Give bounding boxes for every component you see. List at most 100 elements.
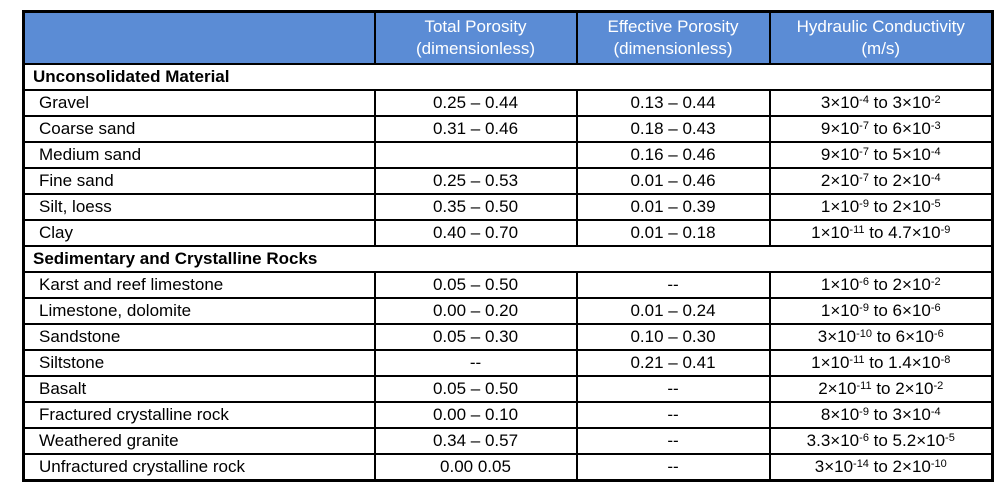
- effective-porosity-cell: --: [575, 401, 771, 429]
- total-porosity-cell: 0.05 – 0.30: [373, 323, 578, 351]
- table-row: Basalt 0.05 – 0.50 -- 2×10-11 to 2×10-2: [22, 375, 994, 403]
- section-header-row: Unconsolidated Material: [22, 63, 994, 91]
- material-cell: Fractured crystalline rock: [22, 401, 376, 429]
- hydraulic-conductivity-cell: 3×10-4 to 3×10-2: [768, 89, 994, 117]
- exponent: -4: [930, 406, 941, 419]
- hydraulic-conductivity-cell: 9×10-7 to 6×10-3: [768, 115, 994, 143]
- total-porosity-cell: [373, 141, 578, 169]
- table-row: Clay 0.40 – 0.70 0.01 – 0.18 1×10-11 to 4.7…: [22, 219, 994, 247]
- col-header-total-porosity-line2: (dimensionless): [415, 39, 536, 58]
- material-cell: Sandstone: [22, 323, 376, 351]
- material-cell: Gravel: [22, 89, 376, 117]
- total-porosity-cell: --: [373, 349, 578, 377]
- material-cell: Coarse sand: [22, 115, 376, 143]
- material-cell: Karst and reef limestone: [22, 271, 376, 299]
- exponent: -4: [930, 146, 941, 159]
- total-porosity-cell: 0.25 – 0.53: [373, 167, 578, 195]
- total-porosity-cell: 0.00 – 0.10: [373, 401, 578, 429]
- col-header-hydraulic-conductivity-line1: Hydraulic Conductivity: [796, 17, 965, 36]
- effective-porosity-cell: 0.01 – 0.24: [575, 297, 771, 325]
- table-row: Silt, loess 0.35 – 0.50 0.01 – 0.39 1×10-9 …: [22, 193, 994, 221]
- material-cell: Basalt: [22, 375, 376, 403]
- table-body: Unconsolidated Material Gravel 0.25 – 0.44…: [22, 63, 994, 482]
- section-title: Sedimentary and Crystalline Rocks: [22, 245, 994, 273]
- total-porosity-cell: 0.05 – 0.50: [373, 271, 578, 299]
- col-header-hydraulic-conductivity-line2: (m/s): [861, 39, 901, 58]
- table-row: Limestone, dolomite 0.00 – 0.20 0.01 – 0.2…: [22, 297, 994, 325]
- exponent: -9: [859, 406, 869, 419]
- exponent: -5: [930, 198, 941, 211]
- effective-porosity-cell: 0.01 – 0.39: [575, 193, 771, 221]
- table-row: Sandstone 0.05 – 0.30 0.10 – 0.30 3×10-10 t…: [22, 323, 994, 351]
- data-table: Total Porosity (dimensionless) Effective…: [22, 10, 994, 482]
- effective-porosity-cell: 0.10 – 0.30: [575, 323, 771, 351]
- hydraulic-conductivity-cell: 3.3×10-6 to 5.2×10-5: [768, 427, 994, 455]
- table-row: Karst and reef limestone 0.05 – 0.50 -- 1×1…: [22, 271, 994, 299]
- table-row: Weathered granite 0.34 – 0.57 -- 3.3×10-6 t…: [22, 427, 994, 455]
- exponent: -6: [859, 276, 869, 289]
- effective-porosity-cell: 0.21 – 0.41: [575, 349, 771, 377]
- exponent: -11: [856, 380, 872, 393]
- col-header-total-porosity: Total Porosity (dimensionless): [373, 10, 578, 65]
- table-header-row: Total Porosity (dimensionless) Effective…: [22, 10, 994, 65]
- exponent: -8: [940, 354, 951, 367]
- exponent: -6: [933, 328, 944, 341]
- exponent: -2: [930, 94, 941, 107]
- exponent: -2: [933, 380, 944, 393]
- exponent: -9: [940, 224, 951, 237]
- hydraulic-conductivity-cell: 1×10-11 to 1.4×10-8: [768, 349, 994, 377]
- table-row: Unfractured crystalline rock 0.00 0.05 -- 3…: [22, 453, 994, 482]
- exponent: -11: [849, 354, 865, 367]
- material-cell: Clay: [22, 219, 376, 247]
- table-row: Gravel 0.25 – 0.44 0.13 – 0.44 3×10-4 to 3×…: [22, 89, 994, 117]
- table-row: Siltstone -- 0.21 – 0.41 1×10-11 to 1.4×10-…: [22, 349, 994, 377]
- hydraulic-conductivity-cell: 2×10-11 to 2×10-2: [768, 375, 994, 403]
- exponent: -7: [859, 120, 869, 133]
- hydraulic-conductivity-cell: 3×10-10 to 6×10-6: [768, 323, 994, 351]
- porosity-conductivity-table: Total Porosity (dimensionless) Effective…: [22, 10, 994, 482]
- total-porosity-cell: 0.05 – 0.50: [373, 375, 578, 403]
- exponent: -5: [945, 432, 955, 445]
- total-porosity-cell: 0.35 – 0.50: [373, 193, 578, 221]
- exponent: -6: [859, 432, 869, 445]
- material-cell: Fine sand: [22, 167, 376, 195]
- hydraulic-conductivity-cell: 1×10-6 to 2×10-2: [768, 271, 994, 299]
- table-row: Fine sand 0.25 – 0.53 0.01 – 0.46 2×10-7 to…: [22, 167, 994, 195]
- section-title: Unconsolidated Material: [22, 63, 994, 91]
- material-cell: Weathered granite: [22, 427, 376, 455]
- exponent: -11: [849, 224, 865, 237]
- table-row: Fractured crystalline rock 0.00 – 0.10 -- 8…: [22, 401, 994, 429]
- effective-porosity-cell: --: [575, 271, 771, 299]
- material-cell: Siltstone: [22, 349, 376, 377]
- hydraulic-conductivity-cell: 3×10-14 to 2×10-10: [768, 453, 994, 482]
- hydraulic-conductivity-cell: 1×10-11 to 4.7×10-9: [768, 219, 994, 247]
- effective-porosity-cell: --: [575, 453, 771, 482]
- exponent: -10: [856, 328, 872, 341]
- hydraulic-conductivity-cell: 8×10-9 to 3×10-4: [768, 401, 994, 429]
- col-header-material: [22, 10, 376, 65]
- hydraulic-conductivity-cell: 2×10-7 to 2×10-4: [768, 167, 994, 195]
- exponent: -7: [859, 146, 869, 159]
- exponent: -7: [859, 172, 869, 185]
- total-porosity-cell: 0.25 – 0.44: [373, 89, 578, 117]
- section-header-row: Sedimentary and Crystalline Rocks: [22, 245, 994, 273]
- col-header-effective-porosity-line1: Effective Porosity: [607, 17, 739, 36]
- hydraulic-conductivity-cell: 9×10-7 to 5×10-4: [768, 141, 994, 169]
- col-header-effective-porosity: Effective Porosity (dimensionless): [575, 10, 771, 65]
- exponent: -9: [859, 198, 869, 211]
- exponent: -4: [859, 94, 869, 107]
- material-cell: Silt, loess: [22, 193, 376, 221]
- exponent: -3: [930, 120, 941, 133]
- exponent: -6: [930, 302, 941, 315]
- exponent: -10: [930, 458, 947, 471]
- effective-porosity-cell: 0.13 – 0.44: [575, 89, 771, 117]
- total-porosity-cell: 0.34 – 0.57: [373, 427, 578, 455]
- total-porosity-cell: 0.40 – 0.70: [373, 219, 578, 247]
- hydraulic-conductivity-cell: 1×10-9 to 6×10-6: [768, 297, 994, 325]
- total-porosity-cell: 0.00 0.05: [373, 453, 578, 482]
- effective-porosity-cell: --: [575, 375, 771, 403]
- table-row: Medium sand 0.16 – 0.46 9×10-7 to 5×10-4: [22, 141, 994, 169]
- total-porosity-cell: 0.31 – 0.46: [373, 115, 578, 143]
- material-cell: Medium sand: [22, 141, 376, 169]
- material-cell: Limestone, dolomite: [22, 297, 376, 325]
